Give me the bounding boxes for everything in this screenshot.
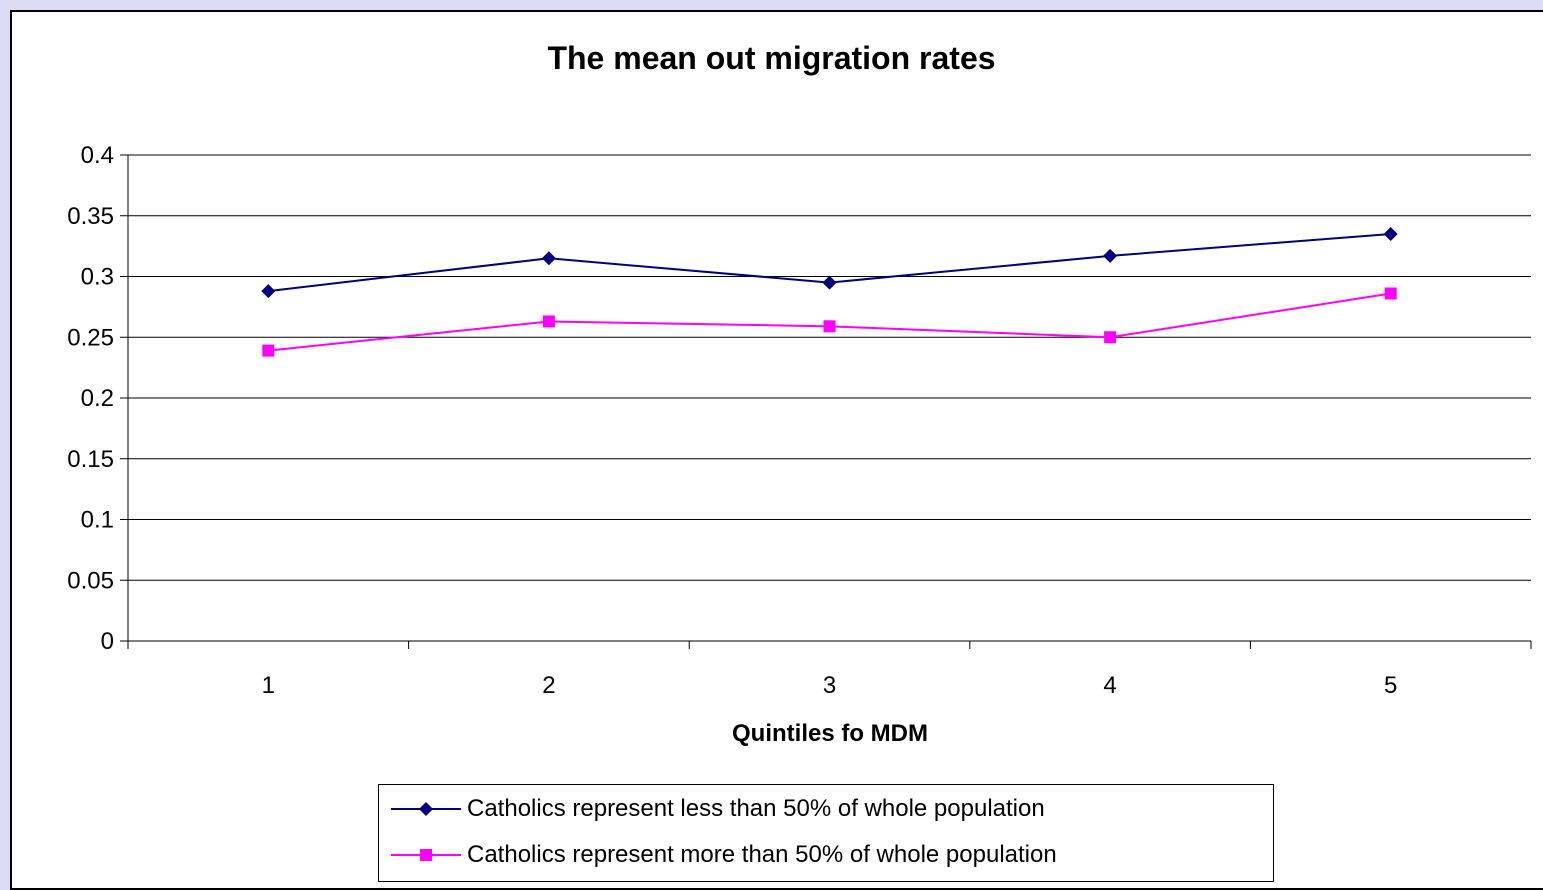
y-tick-labels: 0 0.05 0.1 0.15 0.2 0.25 0.3 0.35 0.4 bbox=[67, 142, 114, 655]
y-tick-label-6: 0.3 bbox=[81, 264, 114, 291]
legend-marker-diamond bbox=[391, 802, 461, 816]
legend-item-series-2: Catholics represent more than 50% of who… bbox=[379, 835, 1057, 875]
x-tick-label-1: 2 bbox=[542, 672, 555, 699]
series-2 bbox=[262, 287, 1397, 357]
x-tick-label-4: 5 bbox=[1384, 672, 1397, 699]
y-tick-label-2: 0.1 bbox=[81, 507, 114, 534]
y-tick-label-0: 0 bbox=[101, 628, 114, 655]
chart-frame bbox=[10, 10, 1543, 890]
data-point-s2-3 bbox=[823, 320, 836, 333]
data-point-s2-1 bbox=[262, 344, 275, 357]
series-group bbox=[261, 226, 1398, 357]
data-point-s1-1 bbox=[261, 284, 276, 299]
legend-label-series-1: Catholics represent less than 50% of who… bbox=[467, 795, 1045, 822]
x-tick-label-2: 3 bbox=[823, 672, 836, 699]
legend: Catholics represent less than 50% of who… bbox=[378, 784, 1274, 882]
x-tick-label-0: 1 bbox=[262, 672, 275, 699]
data-point-s2-5 bbox=[1384, 287, 1397, 300]
y-tick-label-7: 0.35 bbox=[67, 203, 114, 230]
legend-marker-square bbox=[391, 849, 461, 861]
y-tick-label-1: 0.05 bbox=[67, 567, 114, 594]
gridlines bbox=[128, 154, 1531, 581]
data-point-s1-4 bbox=[1103, 248, 1118, 263]
series-1 bbox=[261, 226, 1398, 299]
chart-title: The mean out migration rates bbox=[547, 40, 996, 76]
x-axis-label: Quintiles fo MDM bbox=[732, 720, 928, 747]
data-point-s1-5 bbox=[1383, 226, 1398, 241]
axes bbox=[120, 154, 1532, 649]
y-tick-label-4: 0.2 bbox=[81, 385, 114, 412]
data-point-s1-2 bbox=[541, 251, 556, 266]
data-point-s2-4 bbox=[1104, 331, 1117, 344]
legend-label-series-2: Catholics represent more than 50% of who… bbox=[467, 841, 1057, 868]
y-tick-label-8: 0.4 bbox=[81, 142, 114, 169]
y-tick-label-3: 0.15 bbox=[67, 446, 114, 473]
x-tick-labels: 1 2 3 4 5 bbox=[262, 672, 1398, 699]
x-tick-label-3: 4 bbox=[1103, 672, 1116, 699]
data-point-s2-2 bbox=[542, 315, 555, 328]
legend-item-series-1: Catholics represent less than 50% of who… bbox=[379, 789, 1045, 829]
data-point-s1-3 bbox=[822, 275, 837, 290]
y-tick-label-5: 0.25 bbox=[67, 324, 114, 351]
